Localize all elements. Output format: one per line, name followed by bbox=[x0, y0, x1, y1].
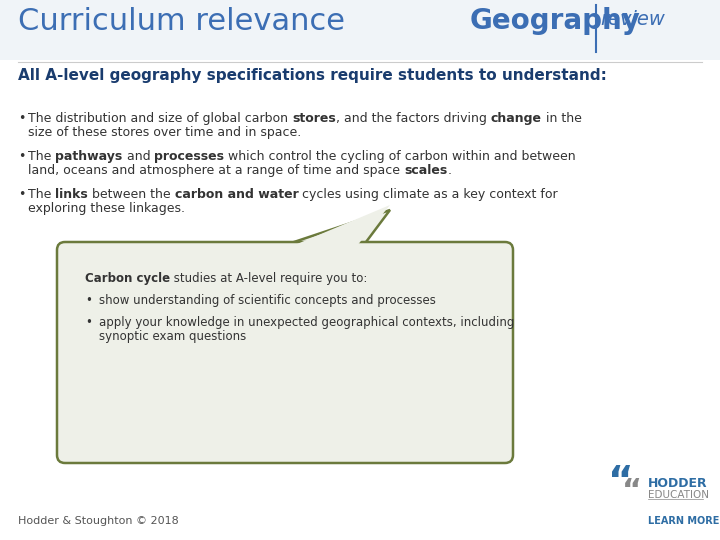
Text: The distribution and size of global carbon: The distribution and size of global carb… bbox=[28, 112, 292, 125]
Text: review: review bbox=[600, 10, 665, 29]
Text: “: “ bbox=[622, 477, 642, 506]
Text: between the: between the bbox=[88, 188, 175, 201]
Text: Hodder & Stoughton © 2018: Hodder & Stoughton © 2018 bbox=[18, 516, 179, 526]
Text: •: • bbox=[85, 316, 92, 329]
Text: in the: in the bbox=[541, 112, 582, 125]
Text: cycles using climate as a key context for: cycles using climate as a key context fo… bbox=[299, 188, 558, 201]
Text: .: . bbox=[447, 164, 451, 177]
Text: and: and bbox=[122, 150, 154, 163]
Text: change: change bbox=[490, 112, 541, 125]
Text: •: • bbox=[85, 294, 92, 307]
Polygon shape bbox=[278, 205, 390, 252]
Text: Curriculum relevance: Curriculum relevance bbox=[18, 7, 345, 36]
Text: stores: stores bbox=[292, 112, 336, 125]
Polygon shape bbox=[270, 210, 390, 250]
FancyBboxPatch shape bbox=[57, 242, 513, 463]
Text: HODDER: HODDER bbox=[648, 477, 708, 490]
Text: show understanding of scientific concepts and processes: show understanding of scientific concept… bbox=[99, 294, 436, 307]
Text: Geography: Geography bbox=[470, 7, 641, 35]
Text: apply your knowledge in unexpected geographical contexts, including: apply your knowledge in unexpected geogr… bbox=[99, 316, 514, 329]
Text: links: links bbox=[55, 188, 88, 201]
Text: land, oceans and atmosphere at a range of time and space: land, oceans and atmosphere at a range o… bbox=[28, 164, 404, 177]
Text: Carbon cycle: Carbon cycle bbox=[85, 272, 170, 285]
Text: exploring these linkages.: exploring these linkages. bbox=[28, 202, 185, 215]
Text: •: • bbox=[18, 150, 25, 163]
Text: All A-level geography specifications require students to understand:: All A-level geography specifications req… bbox=[18, 68, 607, 83]
Text: •: • bbox=[18, 188, 25, 201]
Text: “: “ bbox=[608, 464, 634, 502]
Text: •: • bbox=[18, 112, 25, 125]
Text: which control the cycling of carbon within and between: which control the cycling of carbon with… bbox=[224, 150, 576, 163]
Text: The: The bbox=[28, 150, 55, 163]
Text: LEARN MORE: LEARN MORE bbox=[648, 516, 719, 526]
Text: pathways: pathways bbox=[55, 150, 122, 163]
Text: size of these stores over time and in space.: size of these stores over time and in sp… bbox=[28, 126, 301, 139]
Text: processes: processes bbox=[154, 150, 224, 163]
Text: EDUCATION: EDUCATION bbox=[648, 490, 709, 500]
Text: , and the factors driving: , and the factors driving bbox=[336, 112, 490, 125]
Text: carbon and water: carbon and water bbox=[175, 188, 299, 201]
Text: synoptic exam questions: synoptic exam questions bbox=[99, 330, 246, 343]
Text: The: The bbox=[28, 188, 55, 201]
Text: scales: scales bbox=[404, 164, 447, 177]
Text: studies at A-level require you to:: studies at A-level require you to: bbox=[170, 272, 367, 285]
Bar bbox=[0, 0, 720, 60]
